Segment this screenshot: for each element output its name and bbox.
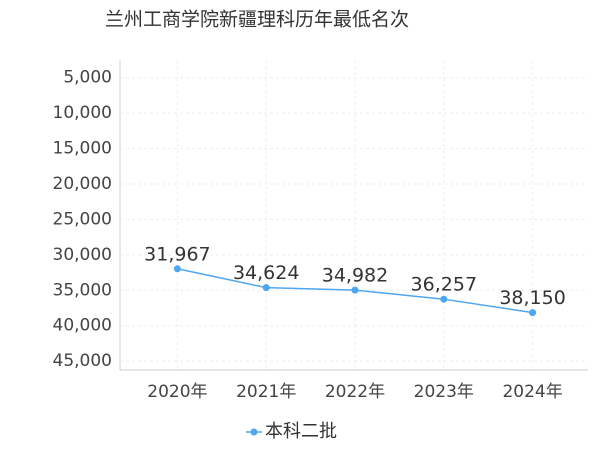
x-tick-label: 2024年: [502, 382, 562, 402]
y-tick-label: 40,000: [53, 316, 112, 336]
y-tick-label: 10,000: [53, 103, 112, 123]
y-tick-label: 35,000: [53, 280, 112, 300]
data-label: 34,624: [233, 262, 299, 284]
chart-title: 兰州工商学院新疆理科历年最低名次: [105, 9, 409, 31]
y-tick-label: 45,000: [53, 351, 112, 371]
y-tick-label: 30,000: [53, 245, 112, 265]
data-label: 31,967: [144, 243, 210, 265]
y-tick-label: 25,000: [53, 209, 112, 229]
data-label: 34,982: [322, 265, 388, 287]
point: [529, 309, 537, 317]
x-tick-label: 2022年: [325, 382, 385, 402]
y-tick-label: 20,000: [53, 174, 112, 194]
x-tick-label: 2023年: [414, 382, 474, 402]
data-label: 36,257: [411, 274, 477, 296]
y-tick-label: 5,000: [63, 68, 112, 88]
point: [173, 265, 181, 273]
point: [351, 286, 359, 294]
legend-label: 本科二批: [265, 421, 337, 442]
y-tick-label: 15,000: [53, 139, 112, 159]
data-label: 38,150: [499, 287, 565, 309]
x-tick-label: 2020年: [147, 382, 207, 402]
x-tick-label: 2021年: [236, 382, 296, 402]
legend-marker: [250, 428, 258, 436]
point: [262, 284, 270, 292]
point: [440, 295, 448, 303]
